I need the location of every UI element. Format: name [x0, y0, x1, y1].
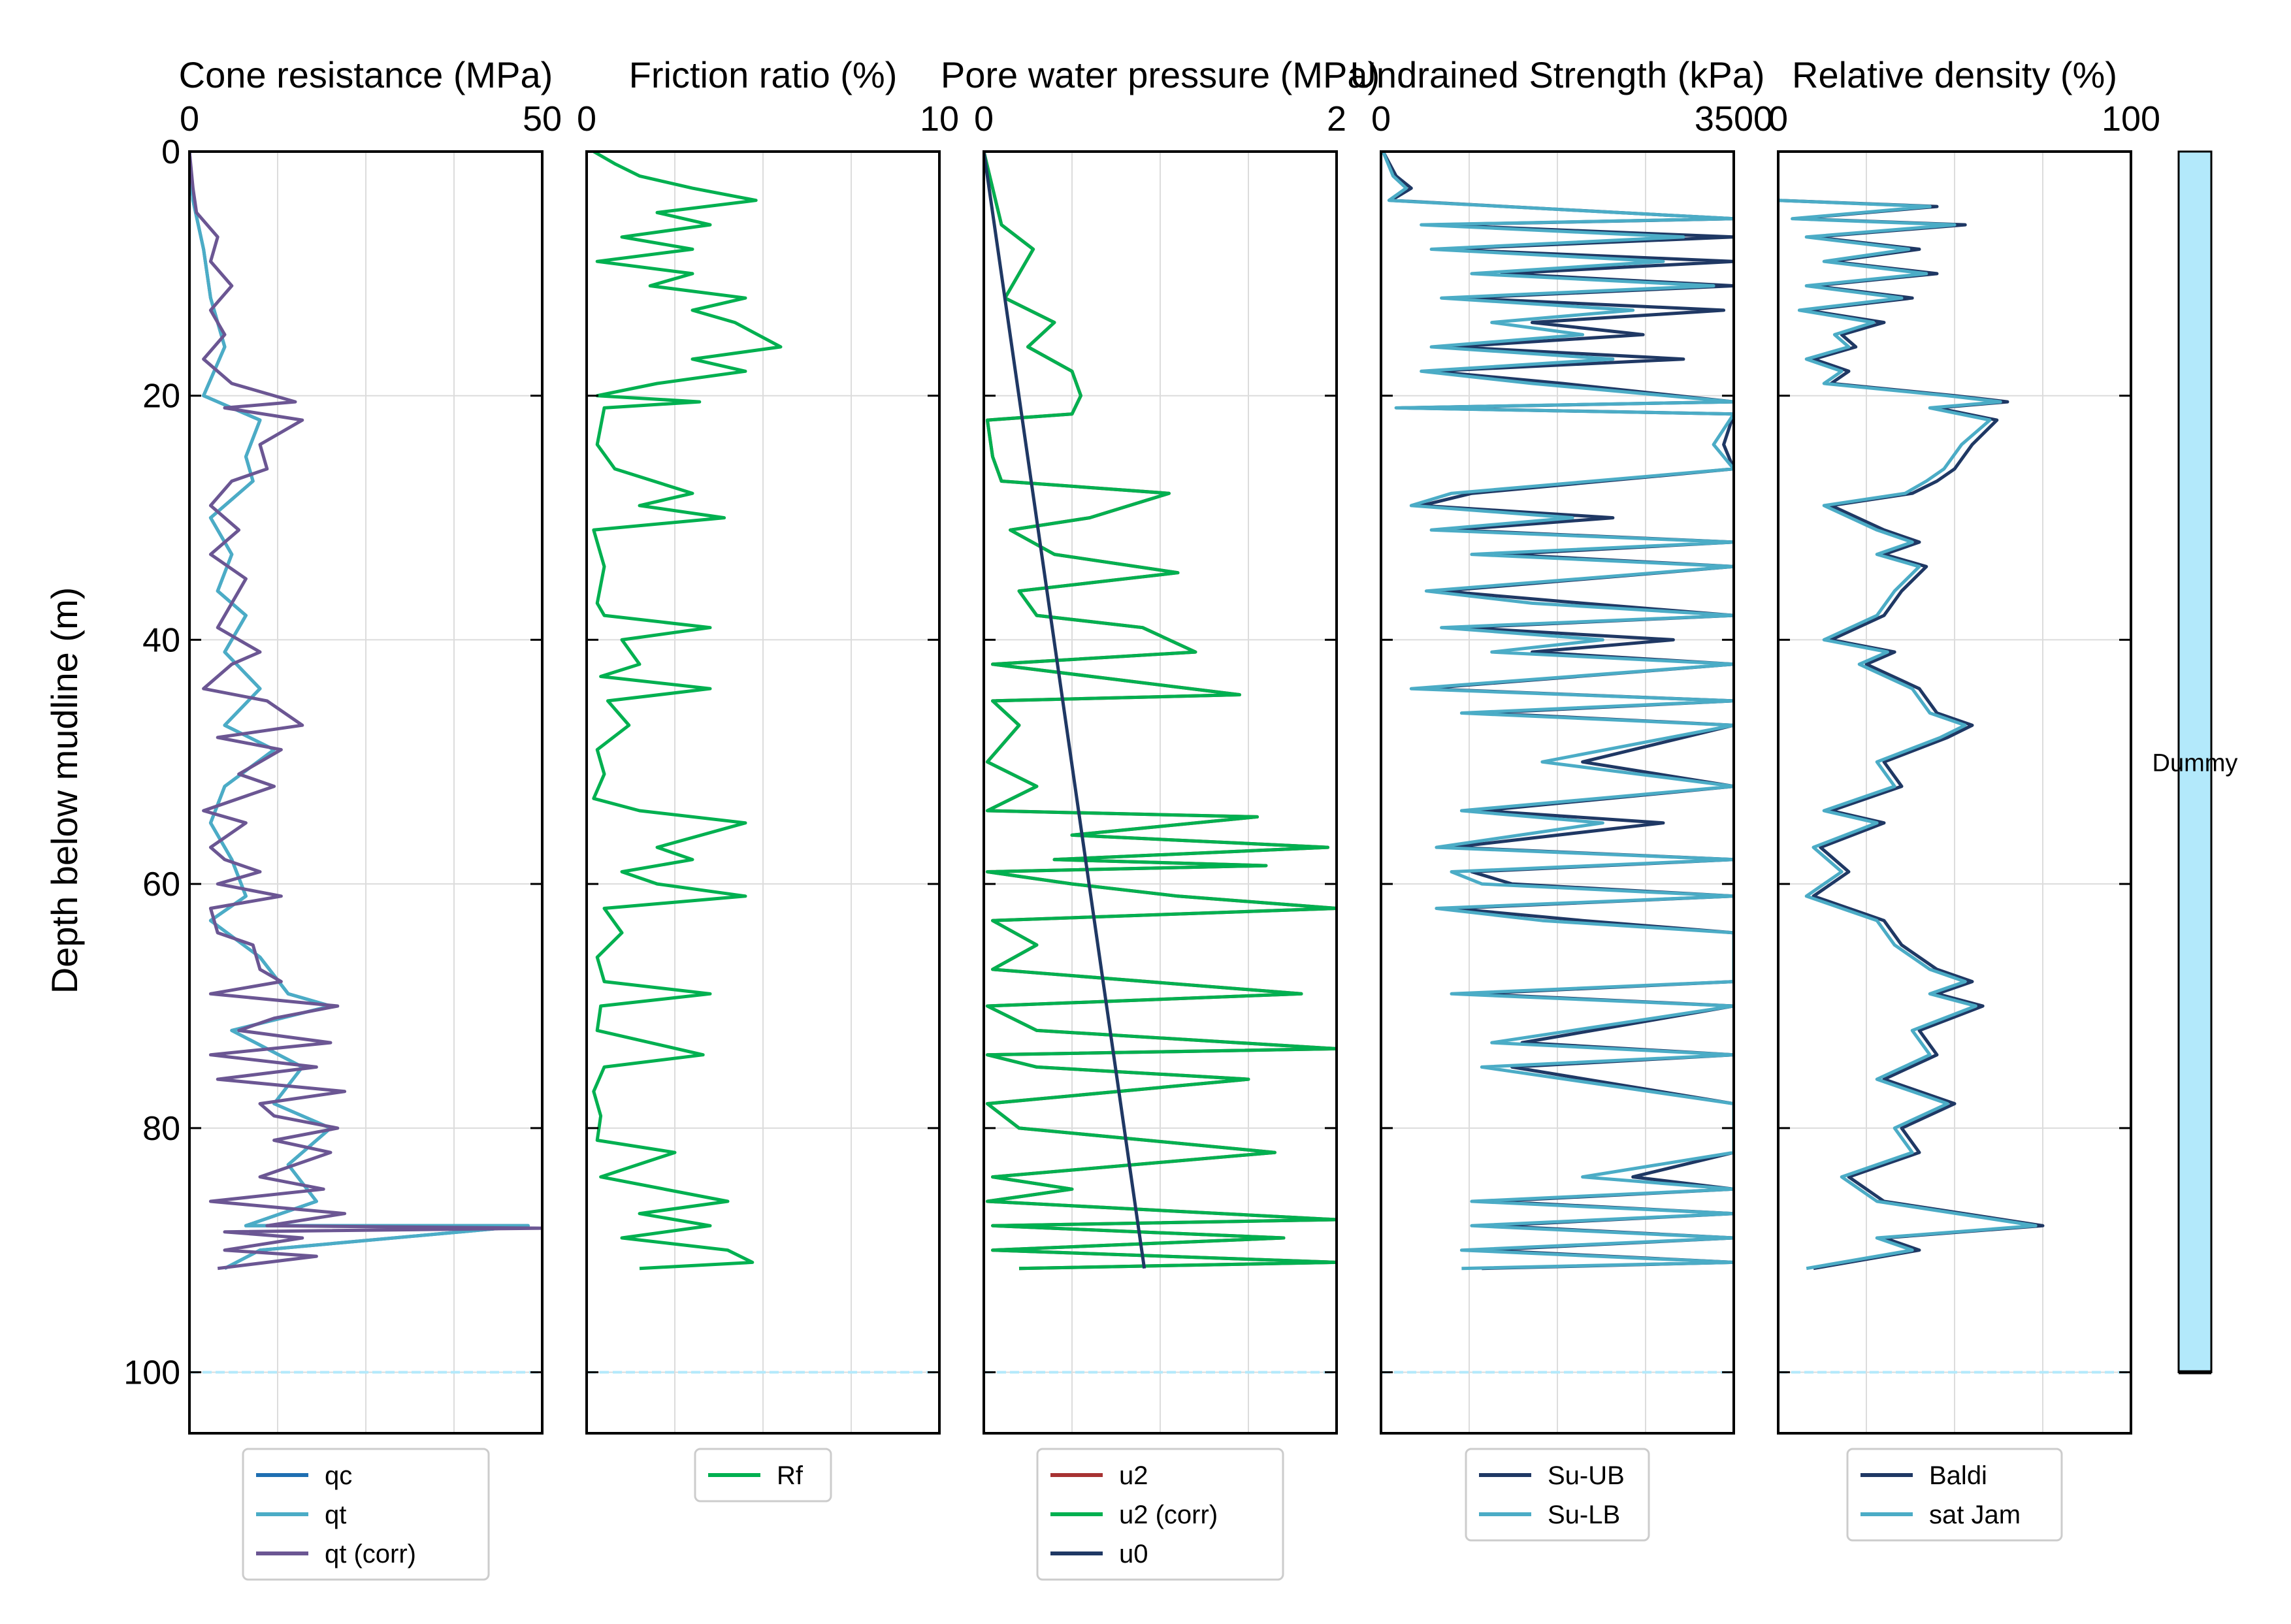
series-su-lb	[1381, 152, 1734, 1271]
legend-box	[694, 1448, 832, 1502]
legend-panel-4: Su-UB Su-LB	[1465, 1448, 1650, 1542]
x-tick-label-min: 0	[180, 99, 199, 138]
panel-frame	[188, 150, 544, 1435]
legend-label: Rf	[777, 1461, 804, 1490]
dummy-label: Dummy	[2153, 749, 2238, 777]
legend-box	[1846, 1448, 2063, 1542]
y-tick-label: 0	[161, 133, 180, 171]
dummy-bar	[2177, 150, 2213, 1374]
y-axis-label: Depth below mudline (m)	[44, 587, 85, 994]
series-sat-jam	[1778, 199, 2038, 1271]
x-tick-label-max: 2	[1327, 99, 1346, 138]
panel-frame	[1380, 150, 1735, 1435]
y-tick-label: 20	[142, 378, 180, 415]
x-tick-label-max: 3500	[1695, 99, 1773, 138]
legend-box	[1036, 1448, 1284, 1581]
x-tick-label-min: 0	[1371, 99, 1391, 138]
x-tick-label-max: 50	[523, 99, 562, 138]
legend-label: Su-LB	[1548, 1501, 1620, 1529]
series-qt-corr-	[189, 152, 542, 1271]
legend-panel-3: u2 u2 (corr) u0	[1036, 1448, 1284, 1581]
x-tick-label-min: 0	[577, 99, 596, 138]
legend-label: u2	[1119, 1461, 1148, 1490]
panel-title: Friction ratio (%)	[629, 54, 898, 95]
panel-title: Relative density (%)	[1792, 54, 2117, 95]
x-tick-label-max: 100	[2102, 99, 2160, 138]
legend-box	[242, 1448, 490, 1581]
series-rf	[592, 152, 783, 1271]
panel-title: Undrained Strength (kPa)	[1350, 54, 1764, 95]
x-tick-label-max: 10	[920, 99, 959, 138]
legend-panel-2: Rf	[694, 1448, 832, 1502]
series-u0	[984, 152, 1146, 1269]
x-tick-label-min: 0	[1768, 99, 1788, 138]
legend-label: Su-UB	[1548, 1461, 1625, 1490]
legend-label: qt	[325, 1501, 346, 1529]
legend-box	[1465, 1448, 1650, 1542]
panel-title: Cone resistance (MPa)	[179, 54, 553, 95]
legend-label: sat Jam	[1929, 1501, 2021, 1529]
y-tick-label: 80	[142, 1110, 180, 1148]
legend-label: Baldi	[1929, 1461, 1987, 1490]
legend-label: qc	[325, 1461, 352, 1490]
panel-3: 0 2 Pore water pressure (MPa) u2 u2 (corr) u0	[941, 54, 1380, 1581]
legend-panel-1: qc qt qt (corr)	[242, 1448, 490, 1581]
legend-panel-5: Baldi sat Jam	[1846, 1448, 2063, 1542]
panel-4: 0 3500 Undrained Strength (kPa) Su-UB Su-LB	[1350, 54, 1773, 1542]
panel-frame	[983, 150, 1338, 1435]
legend-label: u0	[1119, 1540, 1148, 1568]
panel-frame	[585, 150, 941, 1435]
panel-2: 0 10 Friction ratio (%) Rf	[577, 54, 959, 1502]
legend-label: u2 (corr)	[1119, 1501, 1218, 1529]
panel-5: 0 100 Relative density (%) Baldi sat Jam	[1768, 54, 2160, 1542]
y-tick-label: 40	[142, 621, 180, 659]
panel-title: Pore water pressure (MPa)	[941, 54, 1380, 95]
x-tick-label-min: 0	[974, 99, 994, 138]
panel-frame	[1777, 150, 2132, 1435]
y-tick-label: 100	[123, 1354, 180, 1392]
legend-label: qt (corr)	[325, 1540, 416, 1568]
y-tick-label: 60	[142, 866, 180, 903]
dummy-column: Dummy	[2153, 150, 2238, 1374]
panel-1: 0 20 40 60 80 100 0 50 Cone resistance (MPa) qc qt…	[123, 54, 562, 1581]
series-u2-corr-	[984, 152, 1337, 1271]
